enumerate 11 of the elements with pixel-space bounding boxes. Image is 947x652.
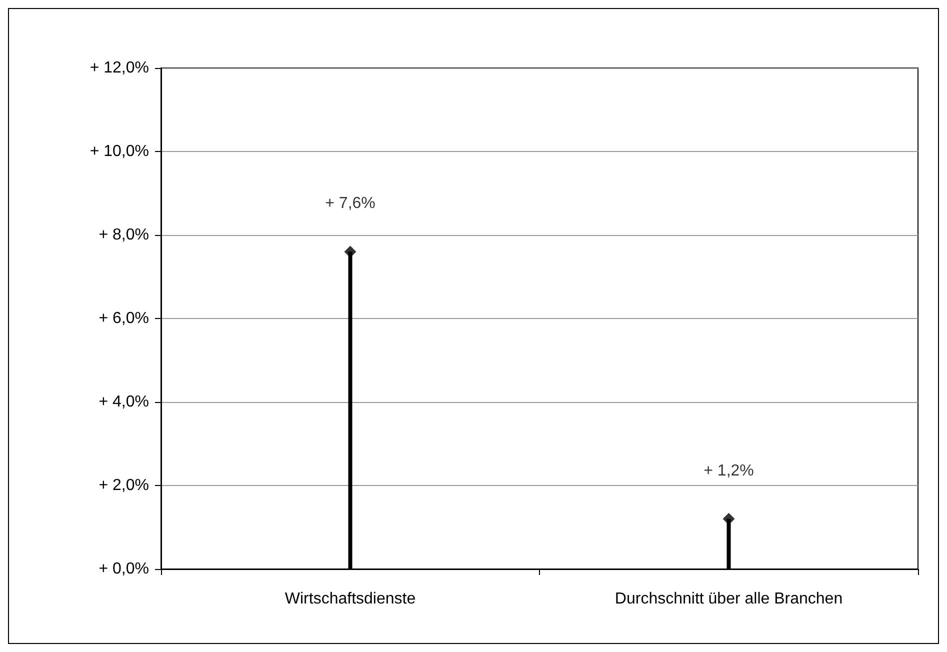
- y-tick-label: + 0,0%: [98, 560, 149, 578]
- data-label: + 1,2%: [704, 462, 754, 480]
- data-label: + 7,6%: [325, 195, 376, 212]
- y-tick-label: + 12,0%: [90, 60, 149, 76]
- y-tick-label: + 4,0%: [98, 394, 149, 410]
- x-tick-label: Durchschnitt über alle Branchen: [614, 590, 843, 608]
- y-tick-label: + 6,0%: [98, 310, 149, 327]
- y-tick-label: + 8,0%: [98, 226, 149, 244]
- x-tick-label: Wirtschaftsdienste: [284, 590, 416, 608]
- y-tick-label: + 10,0%: [90, 143, 149, 160]
- y-tick-label: + 2,0%: [98, 477, 149, 494]
